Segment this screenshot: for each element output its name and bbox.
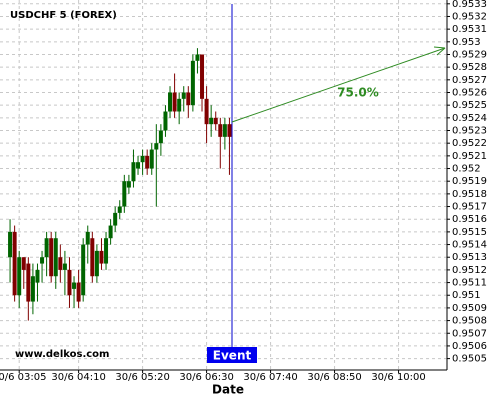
projection-arrow [231,47,446,123]
candle-body [17,257,22,296]
candle-body [209,117,214,125]
candle-body [181,92,186,99]
x-tick-label: 30/6 08:50 [307,372,361,383]
candle-body [21,257,26,270]
x-tick-label: 30/6 07:40 [243,372,297,383]
y-tick-label: 0.9519 [452,176,487,187]
arrow-label: 75.0% [337,86,379,100]
y-tick-label: 0.9516 [452,214,487,225]
y-tick-label: 0.9531 [452,24,487,35]
arrow-head [433,46,446,56]
candle-body [131,162,136,182]
y-tick-label: 0.9518 [452,189,487,200]
y-tick-label: 0.9524 [452,113,487,124]
x-tick-label: 30/6 05:20 [115,372,169,383]
y-tick-label: 0.9522 [452,138,487,149]
candle-body [58,257,63,270]
candle-body [76,282,81,302]
chart-title: USDCHF 5 (FOREX) [10,10,117,21]
watermark: www.delkos.com [15,349,109,360]
candle-body [200,54,205,99]
candle-body [126,181,131,188]
candle-body [35,269,40,283]
candle-body [113,212,118,226]
x-tick-label: 30/6 03:05 [0,372,46,383]
candle-body [168,92,173,112]
candle-body [72,282,77,289]
y-tick-label: 0.9521 [452,151,487,162]
y-tick-label: 0.9529 [452,49,487,60]
y-tick-label: 0.9523 [452,126,487,137]
candle-body [8,231,13,258]
candle-body [62,263,67,270]
candle-body [222,124,227,137]
x-tick-label: 30/6 10:00 [371,372,425,383]
candle-body [145,155,150,169]
y-tick-label: 0.953 [452,37,481,48]
candle-body [136,162,141,169]
y-tick-label: 0.951 [452,290,481,301]
y-tick-label: 0.9527 [452,75,487,86]
candle-body [190,60,195,106]
candle-body [195,54,200,61]
y-tick-label: 0.952 [452,164,481,175]
candle-body [154,143,159,150]
candle-body [81,244,86,296]
candles [8,48,232,321]
candle-body [140,155,145,163]
candle-body [218,124,223,137]
candle-body [40,257,45,264]
y-tick-label: 0.9514 [452,240,487,251]
event-box [207,347,257,363]
candle-body [44,238,49,258]
candle-body [53,238,58,277]
y-tick-label: 0.9509 [452,303,487,314]
y-tick-label: 0.9511 [452,278,487,289]
y-tick-label: 0.9512 [452,265,487,276]
candle-body [227,124,232,137]
x-tick-label: 30/6 04:10 [51,372,105,383]
x-axis-label: Date [212,383,244,397]
x-tick-label: 30/6 06:30 [179,372,233,383]
candle-body [30,276,35,302]
candle-body [104,238,109,264]
candle-body [158,130,163,144]
candle-body [172,92,177,112]
y-tick-label: 0.9526 [452,88,487,99]
y-tick-label: 0.9525 [452,100,487,111]
candle-body [177,98,182,112]
candle-body [49,238,54,277]
candle-body [12,231,17,296]
candle-body [204,98,209,125]
candle-body [186,92,191,106]
candle-body [85,231,90,245]
candle-body [99,250,104,264]
y-tick-label: 0.9505 [452,354,487,365]
candle-body [163,111,168,131]
candle-body [26,263,31,302]
y-tick-label: 0.9528 [452,62,487,73]
candle-body [149,149,154,169]
y-tick-label: 0.9513 [452,252,487,263]
y-tick-label: 0.9507 [452,328,487,339]
candle-body [122,181,127,207]
y-tick-label: 0.9515 [452,227,487,238]
candle-body [90,238,95,277]
candle-body [117,206,122,213]
candle-body [94,250,99,277]
y-tick-label: 0.9533 [452,0,487,10]
y-tick-label: 0.9517 [452,202,487,213]
y-tick-label: 0.9506 [452,341,487,352]
y-tick-label: 0.9508 [452,316,487,327]
candle-body [108,225,113,239]
candle-body [213,117,218,125]
event-label: Event [213,349,252,363]
candle-body [67,269,72,296]
y-tick-label: 0.9532 [452,11,487,22]
